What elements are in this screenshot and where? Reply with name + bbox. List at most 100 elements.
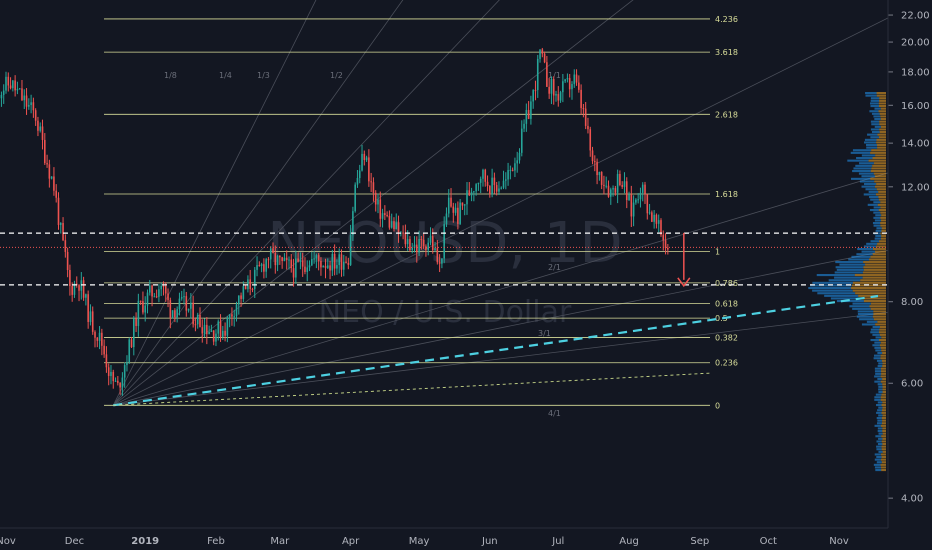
x-tick-label: Sep	[690, 536, 709, 547]
candle-body	[338, 254, 340, 266]
candle-body	[103, 345, 105, 355]
vp-bar-up	[870, 240, 880, 243]
vp-bar-down	[880, 453, 886, 456]
candle-body	[655, 214, 658, 224]
candle-body	[584, 108, 587, 126]
vp-bar-down	[863, 268, 886, 271]
candle-body	[107, 367, 110, 376]
candle-body	[411, 247, 414, 251]
candle-body	[393, 221, 395, 230]
candle-body	[192, 302, 194, 325]
candle-body	[639, 192, 642, 200]
candle-body	[571, 84, 573, 90]
candle-body	[96, 337, 99, 341]
vp-bar-down	[880, 224, 886, 227]
vp-bar-down	[876, 138, 886, 141]
candle-body	[306, 267, 309, 272]
candle-body	[628, 194, 630, 201]
vp-bar-up	[875, 469, 882, 472]
vp-bar-up	[874, 370, 882, 373]
vp-bar-up	[877, 443, 883, 446]
vp-bar-down	[863, 300, 886, 303]
candle-body	[25, 95, 28, 107]
candle-body	[589, 129, 592, 151]
fan-ray	[113, 310, 901, 406]
candle-body	[525, 109, 528, 124]
candle-body	[466, 190, 468, 205]
vp-bar-up	[874, 341, 881, 344]
vp-bar-up	[873, 211, 881, 214]
candle-body	[292, 268, 295, 278]
vp-bar-down	[865, 263, 886, 266]
vp-bar-down	[882, 406, 886, 409]
candle-body	[82, 280, 85, 298]
vp-bar-down	[876, 183, 886, 186]
vp-bar-up	[878, 450, 883, 453]
fan-ray	[112, 0, 404, 406]
vp-bar-up	[878, 385, 883, 388]
vp-bar-down	[852, 281, 886, 284]
candle-body	[578, 82, 580, 90]
candle-body	[32, 102, 35, 111]
candle-body	[57, 197, 60, 225]
candle-body	[203, 324, 206, 334]
vp-bar-down	[873, 318, 886, 321]
candle-body	[541, 49, 544, 54]
candle-body	[185, 296, 188, 311]
vp-bar-down	[882, 414, 886, 417]
y-axis[interactable]: 22.00 20.00 18.00 16.00 14.00 12.00 8.00 6.00 4.…	[888, 0, 932, 528]
candle-body	[450, 197, 452, 207]
vp-bar-up	[874, 375, 881, 378]
vp-bar-up	[852, 302, 871, 305]
candle-body	[237, 295, 240, 305]
x-tick-label: Mar	[270, 536, 290, 547]
vp-bar-down	[879, 97, 886, 100]
vp-bar-up	[878, 437, 883, 440]
candle-body	[514, 163, 516, 171]
vp-bar-up	[872, 222, 881, 225]
vp-bar-down	[879, 333, 886, 336]
vp-bar-up	[870, 128, 880, 131]
candle-body	[646, 194, 649, 214]
candle-body	[644, 184, 646, 195]
candle-body	[89, 311, 92, 322]
fan-ray	[113, 11, 901, 406]
vp-bar-up	[856, 315, 873, 318]
candle-body	[322, 265, 325, 268]
vp-bar-down	[879, 240, 886, 243]
vp-bar-up	[875, 214, 882, 217]
candle-body	[110, 371, 112, 376]
vp-bar-up	[877, 365, 883, 368]
vp-bar-up	[859, 162, 874, 165]
candle-body	[288, 259, 290, 261]
vp-bar-down	[861, 297, 886, 300]
vp-bar-down	[881, 456, 886, 459]
vp-bar-up	[828, 279, 861, 282]
vp-bar-down	[882, 385, 886, 388]
fib-label: 3.618	[715, 48, 738, 57]
fan-ray	[113, 168, 901, 406]
vp-bar-up	[869, 102, 879, 105]
x-axis[interactable]: Nov Dec 2019 Feb Mar Apr May Jun Jul Aug Sep Oct Nov	[0, 527, 932, 550]
vp-bar-up	[861, 250, 875, 253]
x-tick-label: Apr	[342, 536, 360, 547]
vp-bar-down	[882, 378, 886, 381]
trendline-secondary	[113, 372, 713, 406]
vp-bar-down	[880, 375, 886, 378]
vp-bar-up	[858, 172, 874, 175]
candle-body	[117, 380, 119, 383]
vp-bar-up	[876, 359, 882, 362]
vp-bar-down	[880, 463, 886, 466]
candle-body	[28, 104, 30, 107]
candle-body	[609, 189, 612, 197]
vp-bar-up	[866, 242, 878, 245]
candle-body	[222, 330, 224, 337]
candle-body	[648, 212, 651, 214]
vp-bar-down	[872, 164, 886, 167]
vp-bar-up	[849, 305, 870, 308]
candle-body	[653, 214, 655, 222]
vp-bar-up	[857, 310, 874, 313]
candle-body	[491, 177, 493, 195]
candle-body	[518, 152, 521, 161]
